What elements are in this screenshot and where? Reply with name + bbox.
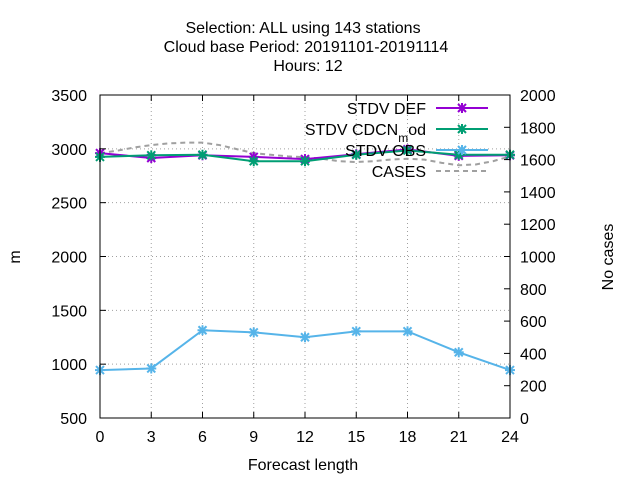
x-tick-label: 6: [198, 429, 207, 446]
title-line-3: Hours: 12: [273, 58, 342, 75]
series-group: [95, 141, 515, 376]
legend-marker-stdv-def: [457, 103, 467, 113]
data-point-stdv-obs: [351, 326, 362, 337]
data-point-stdv-cdcn-mod: [351, 149, 362, 160]
y-tick-label: 1000: [51, 357, 87, 374]
y2-tick-label: 1200: [520, 217, 556, 234]
y2-tick-label: 0: [520, 411, 529, 428]
data-point-stdv-cdcn-mod: [146, 150, 157, 161]
title-line-2: Cloud base Period: 20191101-20191114: [164, 39, 449, 56]
data-point-stdv-obs: [402, 326, 413, 337]
x-tick-label: 24: [501, 429, 519, 446]
y-axis-label: m: [7, 250, 24, 263]
chart-title: Selection: ALL using 143 stations Cloud …: [164, 20, 449, 75]
y2-tick-label: 1000: [520, 250, 556, 267]
data-point-stdv-obs: [453, 347, 464, 358]
data-point-stdv-obs: [197, 325, 208, 336]
y-tick-label: 3000: [51, 142, 87, 159]
y2-tick-label: 2000: [520, 88, 556, 105]
ticks: 0 3 6 9 12 15 18 21 2450010001500200025003000350…: [51, 88, 555, 446]
x-tick-label: 18: [399, 429, 417, 446]
data-point-stdv-obs: [248, 327, 259, 338]
legend-label-part: STDV CDCN: [305, 122, 398, 139]
legend-label-cases: CASES: [372, 164, 426, 181]
data-point-stdv-obs: [146, 363, 157, 374]
x-tick-label: 9: [249, 429, 258, 446]
y2-axis-label: No cases: [600, 224, 617, 291]
grid: [100, 95, 510, 418]
legend-label-part: od: [408, 122, 426, 139]
y2-tick-label: 400: [520, 346, 547, 363]
y-tick-label: 500: [60, 411, 87, 428]
data-point-stdv-cdcn-mod: [402, 145, 413, 156]
legend-label-stdv-def: STDV DEF: [347, 101, 426, 118]
y2-tick-label: 1800: [520, 120, 556, 137]
y2-tick-label: 200: [520, 379, 547, 396]
y-tick-label: 3500: [51, 88, 87, 105]
legend-label-stdv-obs: STDV OBS: [345, 143, 426, 160]
data-point-stdv-cdcn-mod: [197, 149, 208, 160]
x-axis-label: Forecast length: [248, 457, 358, 474]
legend-marker-stdv-obs: [457, 145, 467, 155]
y-tick-label: 2000: [51, 250, 87, 267]
y2-tick-label: 600: [520, 314, 547, 331]
x-tick-label: 12: [296, 429, 314, 446]
data-point-stdv-cdcn-mod: [248, 156, 259, 167]
data-point-stdv-cdcn-mod: [300, 156, 310, 167]
y-tick-label: 2500: [51, 196, 87, 213]
x-tick-label: 21: [450, 429, 468, 446]
data-point-stdv-obs: [300, 332, 310, 343]
y2-tick-label: 1600: [520, 153, 556, 170]
x-tick-label: 3: [147, 429, 156, 446]
title-line-1: Selection: ALL using 143 stations: [185, 20, 420, 37]
y-tick-label: 1500: [51, 303, 87, 320]
y2-tick-label: 800: [520, 282, 547, 299]
legend-label-stdv-cdcn-mod: STDV CDCNmod: [305, 122, 426, 145]
y2-tick-label: 1400: [520, 185, 556, 202]
legend-label-sub: m: [398, 131, 408, 145]
x-tick-label: 15: [347, 429, 365, 446]
legend-marker-stdv-cdcn-mod: [457, 124, 467, 134]
x-tick-label: 0: [96, 429, 105, 446]
